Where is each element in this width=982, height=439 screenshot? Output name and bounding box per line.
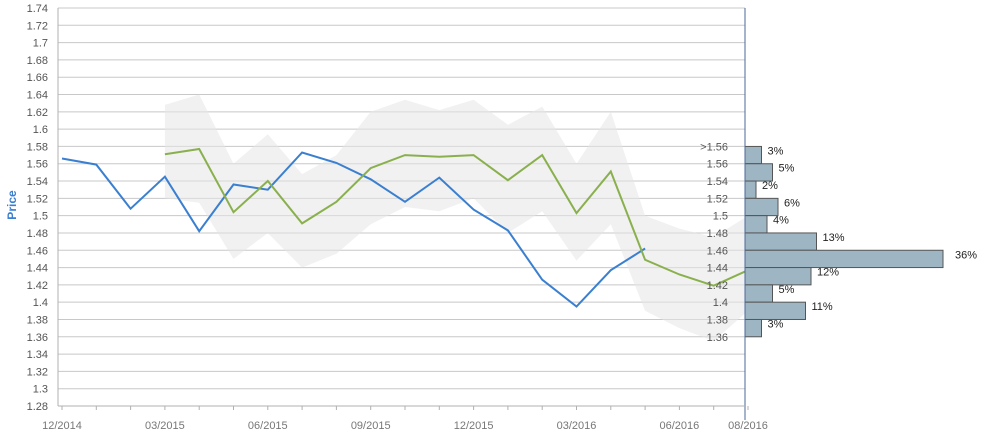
y-tick-label: 1.46 <box>27 245 48 257</box>
y-tick-label: 1.36 <box>27 332 48 344</box>
histogram-bin-label: 1.38 <box>707 314 728 326</box>
y-tick-label: 1.34 <box>27 349 48 361</box>
y-tick-label: 1.3 <box>33 384 48 396</box>
y-tick-label: 1.38 <box>27 314 48 326</box>
histogram-bar <box>744 163 773 182</box>
y-tick-label: 1.52 <box>27 193 48 205</box>
y-tick-label: 1.72 <box>27 20 48 32</box>
y-tick-label: 1.62 <box>27 107 48 119</box>
x-tick-label: 08/2016 <box>728 420 768 432</box>
x-tick-label: 03/2016 <box>557 420 597 432</box>
histogram-bin-label: >1.56 <box>700 141 728 153</box>
histogram-percent-label: 2% <box>762 180 778 192</box>
histogram-bin-label: 1.44 <box>707 263 728 275</box>
histogram-bin-label: 1.54 <box>707 176 728 188</box>
histogram-bar <box>744 197 779 217</box>
histogram-bar <box>744 232 817 251</box>
histogram-bin-label: 1.46 <box>707 245 728 257</box>
y-tick-label: 1.68 <box>27 55 48 67</box>
y-tick-label: 1.28 <box>27 401 48 413</box>
histogram-bar <box>744 180 757 199</box>
y-tick-label: 1.44 <box>27 263 48 275</box>
histogram-percent-label: 5% <box>779 163 795 175</box>
histogram-bin-label: 1.48 <box>707 228 728 240</box>
histogram-bar <box>744 318 762 338</box>
y-tick-label: 1.58 <box>27 141 48 153</box>
y-tick-label: 1.32 <box>27 366 48 378</box>
histogram-bar <box>744 301 806 320</box>
histogram-percent-label: 5% <box>779 284 795 296</box>
series-line-2 <box>164 147 749 287</box>
axis-layer: 1.28 1.3 1.32 1.34 1.36 1.38 1.4 1.42 1.44 1.46 1.… <box>27 3 768 432</box>
x-tick-label: 06/2016 <box>660 420 700 432</box>
histogram-bin-label: 1.4 <box>713 297 728 309</box>
y-tick-label: 1.42 <box>27 280 48 292</box>
series-layer <box>61 147 749 308</box>
series-line-1 <box>61 151 646 308</box>
histogram-percent-label: 4% <box>773 215 789 227</box>
y-tick-label: 1.66 <box>27 72 48 84</box>
histogram-bar <box>744 267 812 286</box>
histogram-bin-label: 1.52 <box>707 193 728 205</box>
histogram-bar <box>744 284 773 303</box>
histogram-bin-label: 1.56 <box>707 159 728 171</box>
y-tick-label: 1.56 <box>27 159 48 171</box>
forecast-band <box>164 94 748 342</box>
y-tick-label: 1.7 <box>33 38 48 50</box>
histogram-layer: >1.56 3% 1.56 5% 1.54 2% 1.52 6% 1.5 4% 1.48 13% 1.4… <box>700 141 977 343</box>
histogram-bar <box>744 249 944 269</box>
histogram-percent-label: 11% <box>812 301 833 313</box>
y-axis-title: Price <box>5 190 19 220</box>
y-tick-label: 1.6 <box>33 124 48 136</box>
y-tick-label: 1.54 <box>27 176 48 188</box>
histogram-bin-label: 1.36 <box>707 332 728 344</box>
x-tick-label: 06/2015 <box>248 420 288 432</box>
x-tick-label: 03/2015 <box>145 420 185 432</box>
histogram-percent-label: 3% <box>768 145 784 157</box>
y-tick-label: 1.4 <box>33 297 48 309</box>
x-tick-label: 12/2014 <box>42 420 82 432</box>
histogram-bin-label: 1.5 <box>713 211 728 223</box>
forecast-band-layer <box>164 94 748 342</box>
histogram-bar <box>744 215 768 234</box>
y-tick-label: 1.5 <box>33 211 48 223</box>
histogram-percent-label: 12% <box>817 267 839 279</box>
y-tick-label: 1.48 <box>27 228 48 240</box>
histogram-percent-label: 6% <box>784 197 800 209</box>
x-tick-label: 12/2015 <box>454 420 494 432</box>
y-tick-label: 1.74 <box>27 3 48 15</box>
y-tick-label: 1.64 <box>27 90 48 102</box>
histogram-percent-label: 36% <box>955 249 977 261</box>
histogram-bin-label: 1.42 <box>707 280 728 292</box>
x-tick-label: 09/2015 <box>351 420 391 432</box>
histogram-percent-label: 13% <box>823 232 845 244</box>
histogram-bar <box>744 145 762 165</box>
histogram-percent-label: 3% <box>768 318 784 330</box>
